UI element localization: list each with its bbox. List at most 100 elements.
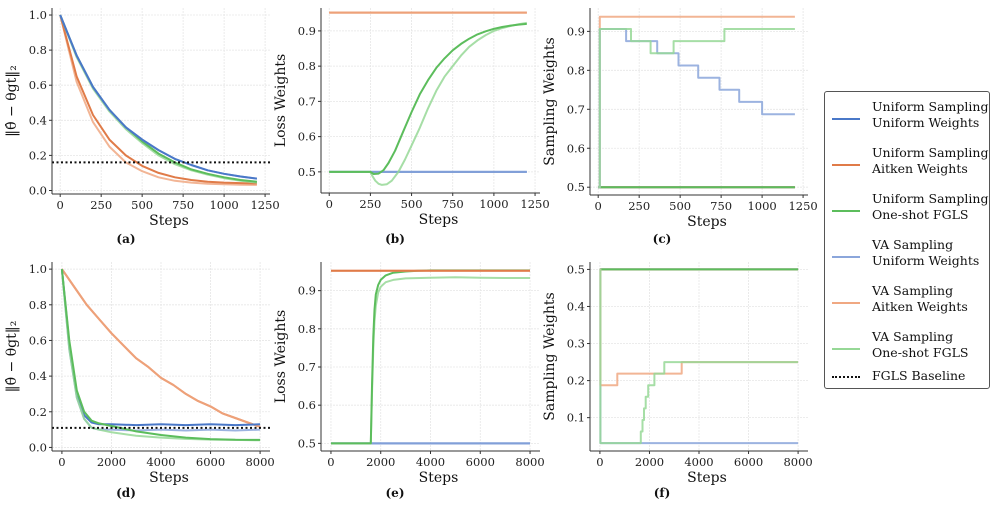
series-line-uniform-fgls xyxy=(60,268,261,441)
x-tick-label: 8000 xyxy=(515,455,544,469)
legend-item-uniform-uniform: Uniform Sampling Uniform Weights xyxy=(825,98,989,138)
x-tick-label: 250 xyxy=(359,197,381,211)
y-tick-label: 1.0 xyxy=(29,8,47,22)
subfigure-caption: (c) xyxy=(653,232,672,246)
legend-item-fgls-baseline: FGLS Baseline xyxy=(825,364,989,404)
x-tick-label: 750 xyxy=(442,197,464,211)
y-tick-label: 0.4 xyxy=(29,113,47,127)
x-tick-label: 250 xyxy=(628,199,650,213)
series-line-va-fgls xyxy=(599,268,799,445)
y-tick-label: 0.8 xyxy=(29,298,47,312)
x-tick-label: 6000 xyxy=(734,455,763,469)
series-line-va-fgls xyxy=(329,21,527,186)
x-tick-label: 1000 xyxy=(747,199,776,213)
series-line-va-uniform xyxy=(598,28,795,189)
y-axis-label: ‖θ̂ − θgt‖₂ xyxy=(4,321,20,393)
x-axis-label: Steps xyxy=(687,214,727,230)
y-tick-label: 0.6 xyxy=(567,141,585,155)
y-tick-label: 0.9 xyxy=(567,24,585,38)
y-tick-label: 0.8 xyxy=(567,63,585,77)
y-tick-label: 0.5 xyxy=(298,436,316,450)
subfigure-caption: (d) xyxy=(116,486,136,500)
y-tick-label: 0.5 xyxy=(567,180,585,194)
x-tick-label: 1000 xyxy=(209,198,238,212)
series-line-va-aitken xyxy=(59,14,257,186)
y-tick-label: 0.8 xyxy=(298,322,316,336)
x-tick-label: 1000 xyxy=(479,197,508,211)
series-line-va-fgls xyxy=(60,269,261,442)
legend-swatch-uniform-aitken xyxy=(832,164,860,166)
y-tick-label: 0.8 xyxy=(298,59,316,73)
legend-label: FGLS Baseline xyxy=(872,368,966,383)
x-axis-label: Steps xyxy=(687,470,727,486)
y-axis-label: Loss Weights xyxy=(273,310,289,403)
series-line-uniform-uniform xyxy=(59,14,258,180)
series-line-va-aitken xyxy=(61,268,261,428)
x-tick-label: 1250 xyxy=(788,199,817,213)
y-tick-label: 0.2 xyxy=(29,405,47,419)
x-tick-label: 8000 xyxy=(245,455,274,469)
series-line-uniform-fgls xyxy=(329,22,527,175)
subfigure-caption: (b) xyxy=(385,232,405,246)
x-tick-label: 500 xyxy=(401,197,423,211)
y-tick-label: 0.7 xyxy=(298,94,316,108)
series-line-va-fgls xyxy=(59,14,258,184)
y-tick-label: 0.2 xyxy=(29,148,47,162)
y-tick-label: 0.6 xyxy=(29,333,47,347)
y-tick-label: 0.4 xyxy=(29,369,47,383)
legend-item-uniform-aitken: Uniform Sampling Aitken Weights xyxy=(825,144,989,184)
y-tick-label: 0.9 xyxy=(298,24,316,38)
x-tick-label: 250 xyxy=(90,198,112,212)
x-tick-label: 500 xyxy=(131,198,153,212)
x-axis-label: Steps xyxy=(419,212,459,228)
legend-label: VA Sampling Uniform Weights xyxy=(872,237,980,268)
y-tick-label: 0.6 xyxy=(298,130,316,144)
subfigure-caption: (e) xyxy=(386,486,405,500)
legend-label: Uniform Sampling Uniform Weights xyxy=(872,99,989,130)
x-tick-label: 0 xyxy=(57,198,64,212)
y-axis-label: Sampling Weights xyxy=(542,37,558,165)
y-axis-label: Sampling Weights xyxy=(542,292,558,420)
y-tick-label: 0.5 xyxy=(298,165,316,179)
series-line-uniform-aitken xyxy=(59,14,257,185)
legend-swatch-fgls-baseline xyxy=(832,376,860,378)
legend-swatch-va-uniform xyxy=(832,256,860,258)
x-tick-label: 2000 xyxy=(97,455,126,469)
x-tick-label: 0 xyxy=(58,455,65,469)
legend-label: VA Sampling One-shot FGLS xyxy=(872,329,969,360)
legend-item-va-uniform: VA Sampling Uniform Weights xyxy=(825,236,989,276)
x-axis-label: Steps xyxy=(149,470,189,486)
x-tick-label: 2000 xyxy=(366,455,395,469)
legend-label: Uniform Sampling Aitken Weights xyxy=(872,145,989,176)
y-tick-label: 0.6 xyxy=(29,78,47,92)
x-tick-label: 6000 xyxy=(466,455,495,469)
x-tick-label: 4000 xyxy=(146,455,175,469)
legend-swatch-va-aitken xyxy=(832,302,860,304)
x-tick-label: 2000 xyxy=(635,455,664,469)
legend-swatch-uniform-uniform xyxy=(832,118,860,120)
series-line-uniform-fgls xyxy=(59,14,258,183)
y-tick-label: 0.2 xyxy=(567,374,585,388)
y-tick-label: 1.0 xyxy=(29,262,47,276)
y-tick-label: 0.7 xyxy=(298,360,316,374)
legend-item-va-fgls: VA Sampling One-shot FGLS xyxy=(825,328,989,368)
x-tick-label: 0 xyxy=(326,197,333,211)
legend-swatch-va-fgls xyxy=(832,348,860,350)
legend-swatch-uniform-fgls xyxy=(832,210,860,212)
legend-item-va-aitken: VA Sampling Aitken Weights xyxy=(825,282,989,322)
x-tick-label: 6000 xyxy=(196,455,225,469)
y-axis-label: Loss Weights xyxy=(273,54,289,147)
y-axis-label: ‖θ̂ − θgt‖₂ xyxy=(4,65,20,137)
x-axis-label: Steps xyxy=(419,470,459,486)
subfigure-caption: (f) xyxy=(654,486,671,500)
x-tick-label: 1250 xyxy=(250,198,279,212)
x-tick-label: 1250 xyxy=(520,197,549,211)
y-tick-label: 0.9 xyxy=(298,284,316,298)
y-tick-label: 0.1 xyxy=(567,411,585,425)
x-axis-label: Steps xyxy=(149,213,189,229)
y-tick-label: 0.4 xyxy=(567,299,585,313)
y-tick-label: 0.3 xyxy=(567,337,585,351)
legend: Uniform Sampling Uniform Weights Uniform … xyxy=(824,91,990,389)
x-tick-label: 0 xyxy=(595,199,602,213)
